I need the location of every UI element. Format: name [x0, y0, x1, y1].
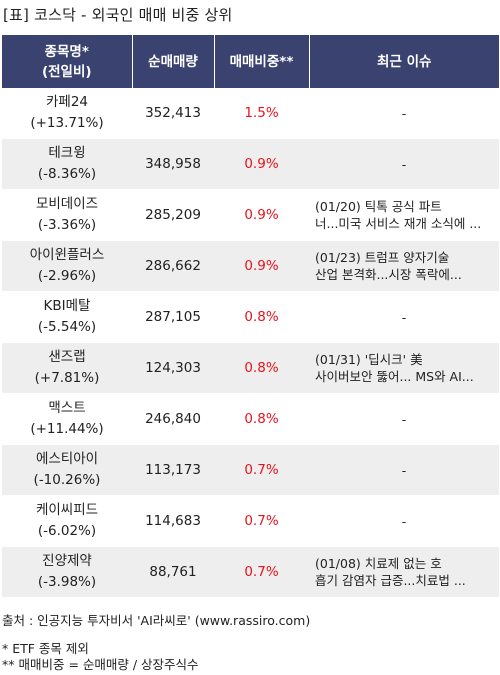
stock-name: 케이씨피드 — [35, 502, 99, 518]
stock-change: (-5.54%) — [37, 319, 97, 335]
trade-ratio: 0.7% — [214, 546, 309, 598]
source-note: 출처 : 인공지능 투자비서 'AI라씨로' (www.rassiro.com) — [2, 613, 311, 628]
stock-cell: 샌즈랩 (+7.81%) — [2, 342, 132, 394]
trade-ratio: 0.8% — [214, 342, 309, 394]
stock-cell: 맥스트 (+11.44%) — [2, 393, 132, 445]
header-volume: 순매매량 — [132, 35, 215, 88]
header-name: 종목명* (전일비) — [2, 35, 133, 88]
trade-ratio: 0.8% — [214, 291, 309, 343]
stock-name: 에스티아이 — [35, 451, 99, 467]
net-volume: 88,761 — [132, 546, 214, 598]
net-volume: 287,105 — [132, 291, 214, 343]
net-volume: 114,683 — [132, 495, 214, 547]
stock-change: (-3.36%) — [37, 217, 97, 233]
recent-issue: - — [309, 88, 499, 139]
stock-name: 진양제약 — [42, 553, 92, 569]
stock-cell: 테크윙 (-8.36%) — [2, 138, 132, 190]
stock-change: (-3.98%) — [37, 574, 97, 590]
recent-issue: - — [309, 444, 499, 496]
recent-issue: - — [309, 495, 499, 547]
stock-change: (-6.02%) — [37, 523, 97, 539]
stock-name: 모비데이즈 — [35, 196, 99, 212]
table-row: 에스티아이 (-10.26%) 113,173 0.7% - — [2, 444, 499, 496]
stock-name: 아이윈플러스 — [29, 247, 105, 263]
trade-ratio: 0.9% — [214, 189, 309, 241]
table-row: 카페24 (+13.71%) 352,413 1.5% - — [2, 88, 499, 139]
footnote-etf: * ETF 종목 제외 — [2, 641, 89, 656]
trade-ratio: 0.9% — [214, 138, 309, 190]
recent-issue: - — [309, 291, 499, 343]
table-title: [표] 코스닥 - 외국인 매매 비중 상위 — [3, 6, 233, 24]
table-row: 테크윙 (-8.36%) 348,958 0.9% - — [2, 138, 499, 190]
header-ratio: 매매비중** — [214, 35, 310, 88]
stock-change: (-2.96%) — [37, 268, 97, 284]
trade-ratio: 0.9% — [214, 240, 309, 292]
header-name-line2: (전일비) — [41, 63, 92, 80]
stock-name: 맥스트 — [48, 400, 86, 416]
net-volume: 113,173 — [132, 444, 214, 496]
table-row: 케이씨피드 (-6.02%) 114,683 0.7% - — [2, 495, 499, 547]
header-name-line1: 종목명* — [44, 43, 89, 60]
stock-name: 샌즈랩 — [48, 349, 86, 365]
footnote-ratio: ** 매매비중 = 순매매량 / 상장주식수 — [2, 657, 199, 672]
table-row: 아이윈플러스 (-2.96%) 286,662 0.9% (01/23) 트럼프 양자기… — [2, 240, 499, 292]
trade-ratio: 0.8% — [214, 393, 309, 445]
recent-issue: (01/31) '딥시크' 美 사이버보안 뚫어... MS와 AI... — [309, 342, 499, 394]
stock-change: (-10.26%) — [33, 472, 101, 488]
stock-cell: 진양제약 (-3.98%) — [2, 546, 132, 598]
net-volume: 246,840 — [132, 393, 214, 445]
header-issue: 최근 이슈 — [309, 35, 499, 88]
recent-issue: - — [309, 393, 499, 445]
net-volume: 348,958 — [132, 138, 214, 190]
trade-ratio: 0.7% — [214, 444, 309, 496]
stock-name: 카페24 — [45, 94, 89, 110]
table-row: 맥스트 (+11.44%) 246,840 0.8% - — [2, 393, 499, 445]
stock-cell: 아이윈플러스 (-2.96%) — [2, 240, 132, 292]
stock-cell: KBI메탈 (-5.54%) — [2, 291, 132, 343]
recent-issue: (01/08) 치료제 없는 호 흡기 감염자 급증...치료법 ... — [309, 546, 499, 598]
stock-cell: 케이씨피드 (-6.02%) — [2, 495, 132, 547]
net-volume: 124,303 — [132, 342, 214, 394]
recent-issue: (01/23) 트럼프 양자기술 산업 본격화...시장 폭락에... — [309, 240, 499, 292]
table-row: 모비데이즈 (-3.36%) 285,209 0.9% (01/20) 틱톡 공식 파트… — [2, 189, 499, 241]
stock-cell: 카페24 (+13.71%) — [2, 88, 132, 139]
table-row: 진양제약 (-3.98%) 88,761 0.7% (01/08) 치료제 없는 호 흡… — [2, 546, 499, 598]
trade-ratio: 1.5% — [214, 88, 309, 139]
stock-cell: 모비데이즈 (-3.36%) — [2, 189, 132, 241]
stock-change: (+13.71%) — [30, 115, 104, 131]
foreign-trading-table: 종목명* (전일비) 순매매량 매매비중** 최근 이슈 카페24 (+13.71… — [2, 35, 499, 598]
table-row: 샌즈랩 (+7.81%) 124,303 0.8% (01/31) '딥시크' 美 사이… — [2, 342, 499, 394]
header-row: 종목명* (전일비) 순매매량 매매비중** 최근 이슈 — [2, 35, 499, 88]
stock-change: (+11.44%) — [30, 421, 104, 437]
stock-change: (-8.36%) — [37, 166, 97, 182]
stock-change: (+7.81%) — [34, 370, 100, 386]
net-volume: 285,209 — [132, 189, 214, 241]
recent-issue: (01/20) 틱톡 공식 파트 너...미국 서비스 재개 소식에 ... — [309, 189, 499, 241]
table-body: 카페24 (+13.71%) 352,413 1.5% - 테크윙 (-8.36%) 348,… — [2, 88, 499, 598]
stock-name: 테크윙 — [48, 145, 86, 161]
table-row: KBI메탈 (-5.54%) 287,105 0.8% - — [2, 291, 499, 343]
net-volume: 352,413 — [132, 88, 214, 139]
net-volume: 286,662 — [132, 240, 214, 292]
trade-ratio: 0.7% — [214, 495, 309, 547]
stock-name: KBI메탈 — [43, 298, 91, 314]
recent-issue: - — [309, 138, 499, 190]
stock-cell: 에스티아이 (-10.26%) — [2, 444, 132, 496]
